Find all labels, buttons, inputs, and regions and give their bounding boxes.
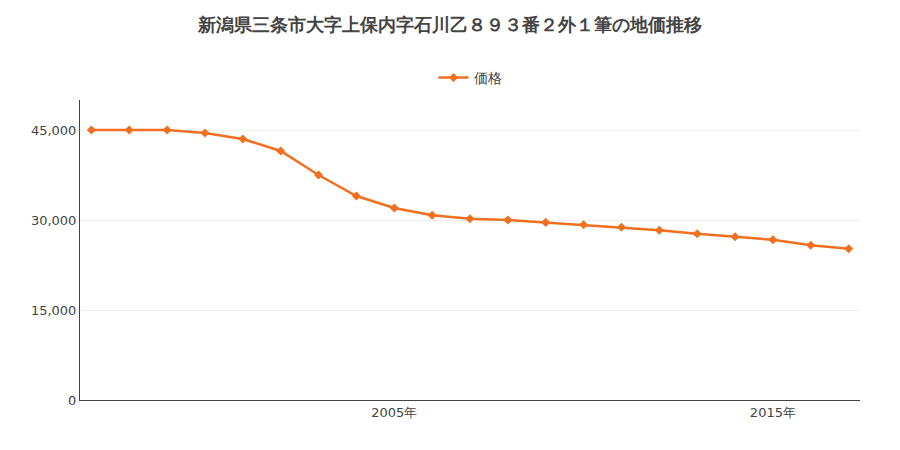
svg-text:30,000: 30,000 [31,213,77,228]
svg-text:2015年: 2015年 [750,405,796,420]
svg-text:新潟県三条市大字上保内字石川乙８９３番２外１筆の地価推移: 新潟県三条市大字上保内字石川乙８９３番２外１筆の地価推移 [197,14,702,35]
svg-text:2005年: 2005年 [371,405,417,420]
svg-text:0: 0 [68,393,76,408]
svg-text:価格: 価格 [474,70,502,86]
svg-text:45,000: 45,000 [31,123,77,138]
svg-text:15,000: 15,000 [31,303,77,318]
